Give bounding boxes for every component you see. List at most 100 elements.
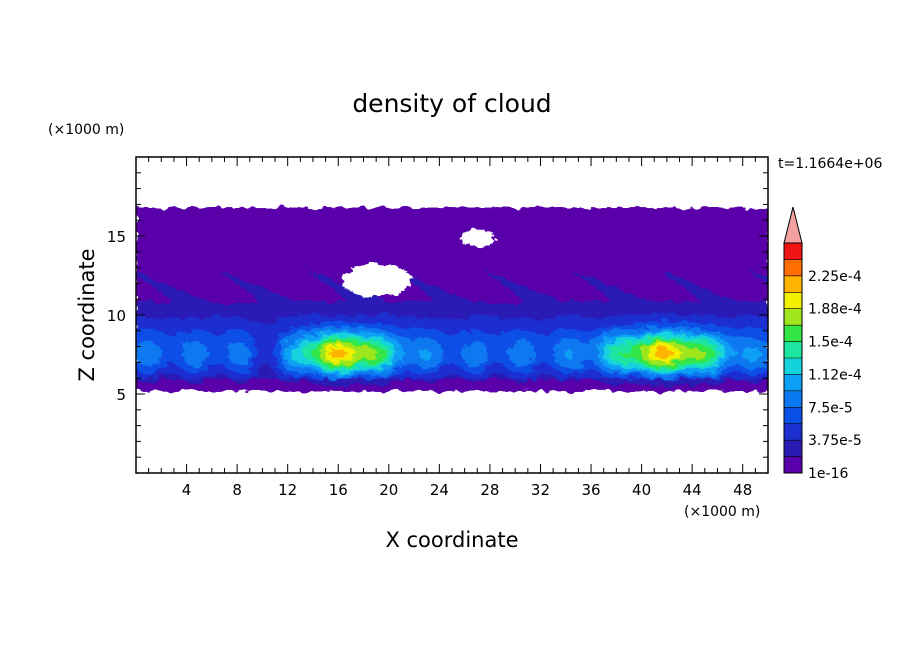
contour-cell [246, 288, 267, 291]
contour-cell [676, 338, 700, 341]
y-tick-label: 10 [107, 307, 126, 325]
contour-cell [581, 275, 592, 278]
contour-cell [316, 365, 324, 368]
contour-cell [208, 375, 229, 378]
contour-cell [136, 315, 216, 318]
contour-cell [628, 348, 643, 351]
contour-cell [325, 367, 352, 370]
contour-cell [486, 351, 510, 354]
contour-cell [252, 362, 263, 365]
contour-cell [233, 329, 245, 332]
contour-cell [341, 343, 355, 346]
contour-cell [572, 349, 598, 352]
contour-cell [486, 349, 510, 352]
contour-cell [467, 379, 485, 382]
contour-cell [136, 352, 162, 356]
contour-cell [584, 273, 668, 277]
contour-cell [442, 346, 463, 349]
contour-cell [578, 273, 586, 277]
contour-cell [136, 324, 267, 327]
contour-cell [489, 229, 768, 232]
cloud-density-field [136, 207, 768, 392]
contour-cell [136, 261, 768, 264]
contour-cell [379, 340, 390, 343]
contour-cell [559, 370, 583, 373]
contour-cell [385, 354, 393, 357]
contour-cell [739, 351, 763, 354]
contour-cell [312, 349, 320, 352]
contour-cell [651, 367, 677, 370]
contour-cell [531, 288, 598, 291]
contour-cell [136, 348, 162, 351]
contour-cell [426, 348, 444, 351]
contour-cell [682, 326, 728, 329]
contour-cell [312, 360, 320, 363]
contour-cell [256, 357, 276, 360]
contour-cell [221, 373, 254, 376]
contour-cell [752, 272, 760, 275]
contour-cell [309, 381, 396, 384]
contour-cell [575, 272, 583, 275]
contour-cell [136, 254, 768, 258]
contour-cell [328, 359, 349, 362]
contour-cell [464, 359, 485, 362]
contour-cell [717, 346, 725, 349]
contour-cell [145, 273, 226, 277]
contour-cell [373, 348, 387, 351]
colorbar-label: 7.5e-5 [808, 400, 853, 416]
contour-cell [344, 299, 387, 302]
contour-cell [161, 330, 184, 333]
contour-cell [597, 354, 605, 357]
contour-cell [486, 352, 510, 356]
contour-cell [584, 360, 595, 363]
contour-cell [610, 284, 684, 288]
x-unit-label: (×1000 m) [684, 504, 760, 520]
contour-cell [467, 363, 482, 367]
contour-cell [610, 371, 649, 375]
contour-cell [455, 292, 516, 296]
contour-cell [720, 370, 734, 373]
contour-cell [723, 332, 768, 335]
contour-cell [647, 337, 684, 340]
contour-cell [603, 340, 614, 343]
time-label: t=1.1664e+06 [778, 156, 882, 172]
contour-cell [199, 296, 257, 299]
contour-cell [221, 315, 292, 318]
colorbar-label: 1.12e-4 [808, 367, 862, 383]
contour-cell [278, 363, 286, 367]
contour-cell [673, 352, 681, 356]
contour-cell [158, 378, 184, 381]
contour-cell [689, 346, 712, 349]
contour-cell [470, 315, 491, 318]
contour-cell [391, 375, 444, 378]
contour-cell [673, 351, 684, 354]
contour-cell [676, 367, 712, 370]
contour-cell [208, 365, 226, 368]
contour-cell [388, 368, 396, 371]
contour-cell [707, 345, 719, 348]
contour-cell [679, 375, 722, 378]
contour-cell [325, 370, 349, 373]
colorbar-swatch [784, 275, 802, 293]
contour-cell [271, 368, 282, 371]
contour-cell [136, 275, 140, 278]
contour-cell [268, 289, 336, 292]
contour-cell [647, 351, 655, 354]
contour-cell [597, 352, 605, 356]
contour-cell [764, 362, 768, 365]
contour-cell [249, 333, 279, 337]
contour-cell [151, 371, 191, 375]
contour-cell [243, 371, 257, 375]
contour-cell [644, 365, 655, 368]
contour-cell [417, 284, 437, 288]
contour-cell [603, 348, 611, 351]
contour-cell [606, 343, 621, 346]
contour-cell [376, 343, 387, 346]
contour-cell [319, 335, 330, 338]
contour-cell [328, 351, 349, 354]
contour-cell [635, 332, 655, 335]
contour-cell [180, 349, 210, 352]
contour-cell [647, 343, 658, 346]
contour-cell [388, 359, 396, 362]
contour-cell [758, 373, 768, 376]
